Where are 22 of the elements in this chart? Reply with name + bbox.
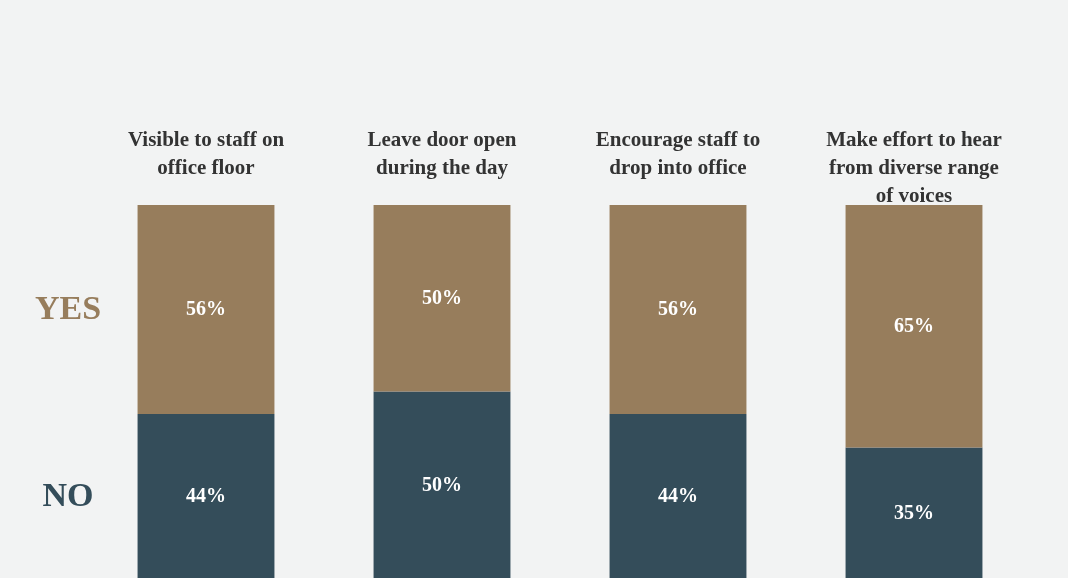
data-label: 65%: [894, 314, 934, 337]
bar: [609, 413, 747, 578]
x-tick-label: Make effort to hear from diverse range of voices: [826, 127, 1002, 207]
data-label: 44%: [186, 483, 226, 506]
x-tick-label: Encourage staff to drop into office: [595, 127, 761, 179]
bar: [845, 205, 983, 448]
x-tick-label: Leave door open during the day: [367, 127, 517, 179]
data-label: 44%: [658, 483, 698, 506]
data-label: 50%: [422, 286, 462, 309]
bar: [137, 413, 275, 578]
bar: [845, 447, 983, 578]
data-label: 35%: [894, 500, 934, 523]
bar: [373, 391, 511, 578]
series-label: NO: [42, 475, 94, 513]
data-label: 56%: [658, 297, 698, 320]
bar: [609, 205, 747, 414]
bar: [373, 205, 511, 392]
data-label: 56%: [186, 297, 226, 320]
series-label: YES: [34, 289, 102, 327]
x-tick-label: Visible to staff on office floor: [127, 127, 285, 179]
bar: [137, 205, 275, 414]
data-label: 50%: [422, 472, 462, 495]
